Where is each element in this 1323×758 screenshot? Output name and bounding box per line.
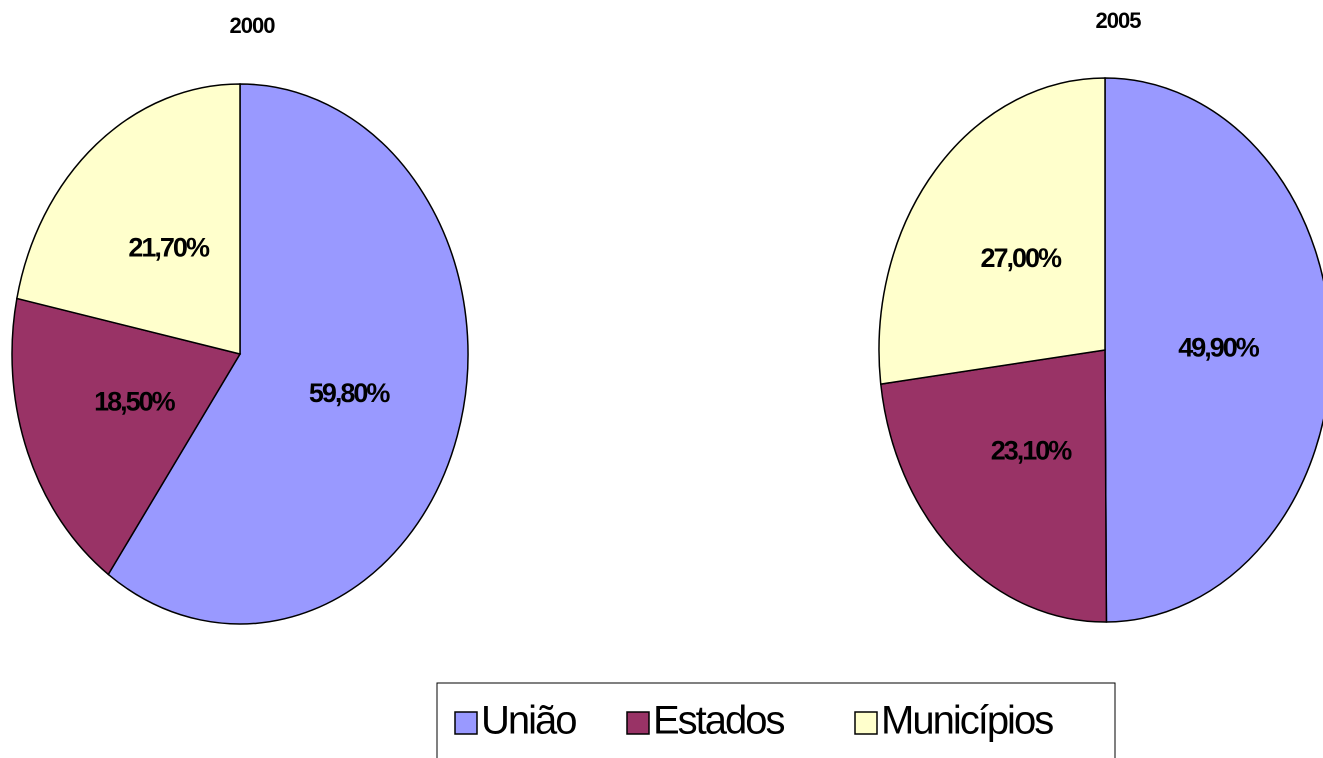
pie-slice (11, 297, 242, 576)
data-label: 49,90% (1178, 333, 1260, 363)
pie-slice (107, 83, 469, 625)
pie-slice (878, 77, 1106, 385)
legend-label: Municípios (881, 699, 1053, 743)
legend-swatch (454, 711, 478, 735)
data-label: 27,00% (980, 243, 1062, 273)
data-label: 18,50% (94, 386, 176, 416)
legend-swatch (626, 711, 650, 735)
chart-title: 2000 (230, 13, 276, 38)
data-label: 23,10% (991, 435, 1073, 465)
pie-slice (1104, 77, 1323, 623)
data-label: 59,80% (309, 378, 391, 408)
pie-slice (16, 83, 241, 355)
legend-label: Estados (653, 699, 785, 743)
chart-title: 2005 (1096, 8, 1142, 33)
pie-slice (879, 349, 1108, 623)
legend-box (436, 682, 1116, 758)
legend-swatch (854, 711, 878, 735)
legend-label: União (481, 699, 576, 743)
data-label: 21,70% (128, 232, 210, 262)
